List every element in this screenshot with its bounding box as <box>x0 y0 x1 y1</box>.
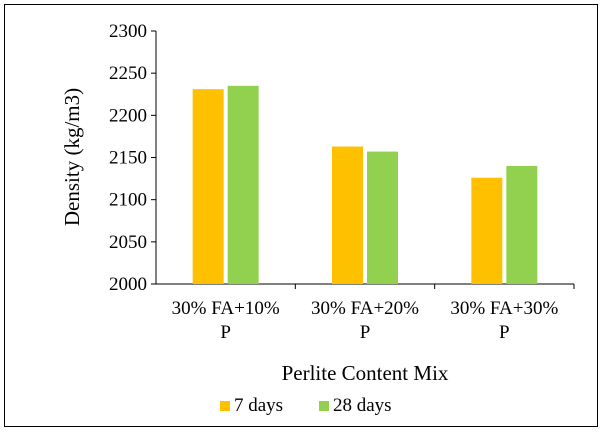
bar-28-days-1 <box>227 85 259 284</box>
bar-28-days-3 <box>506 165 538 284</box>
x-category-label: P <box>499 322 510 343</box>
y-tick-label: 2050 <box>109 232 147 253</box>
legend-label: 28 days <box>333 395 392 416</box>
x-category-label: 30% FA+20% <box>311 298 419 319</box>
bar-7-days-3 <box>471 177 503 284</box>
y-tick-label: 2250 <box>109 63 147 84</box>
bar-7-days-2 <box>332 146 363 284</box>
x-category-label: P <box>360 322 371 343</box>
legend: 7 days 28 days <box>220 395 392 416</box>
legend-swatch <box>220 401 230 411</box>
y-tick-label: 2200 <box>109 105 147 126</box>
axes <box>151 30 575 289</box>
bars <box>192 85 538 284</box>
x-category-label: 30% FA+30% <box>450 298 558 319</box>
x-category-label: 30% FA+10% <box>172 298 280 319</box>
y-tick-label: 2000 <box>109 274 147 295</box>
x-category-label: P <box>220 322 231 343</box>
labels: 2000 2050 2100 2150 2200 2250 2300 30% FA+10% P 3… <box>109 21 559 343</box>
y-axis-title: Density (kg/m3) <box>60 88 84 226</box>
y-tick-label: 2300 <box>109 21 147 42</box>
x-axis-title: Perlite Content Mix <box>282 361 449 385</box>
y-tick-label: 2100 <box>109 190 147 211</box>
y-tick-label: 2150 <box>109 148 147 169</box>
legend-label: 7 days <box>234 395 283 416</box>
legend-swatch <box>319 401 329 411</box>
bar-28-days-2 <box>367 151 398 284</box>
bar-7-days-1 <box>192 89 224 284</box>
